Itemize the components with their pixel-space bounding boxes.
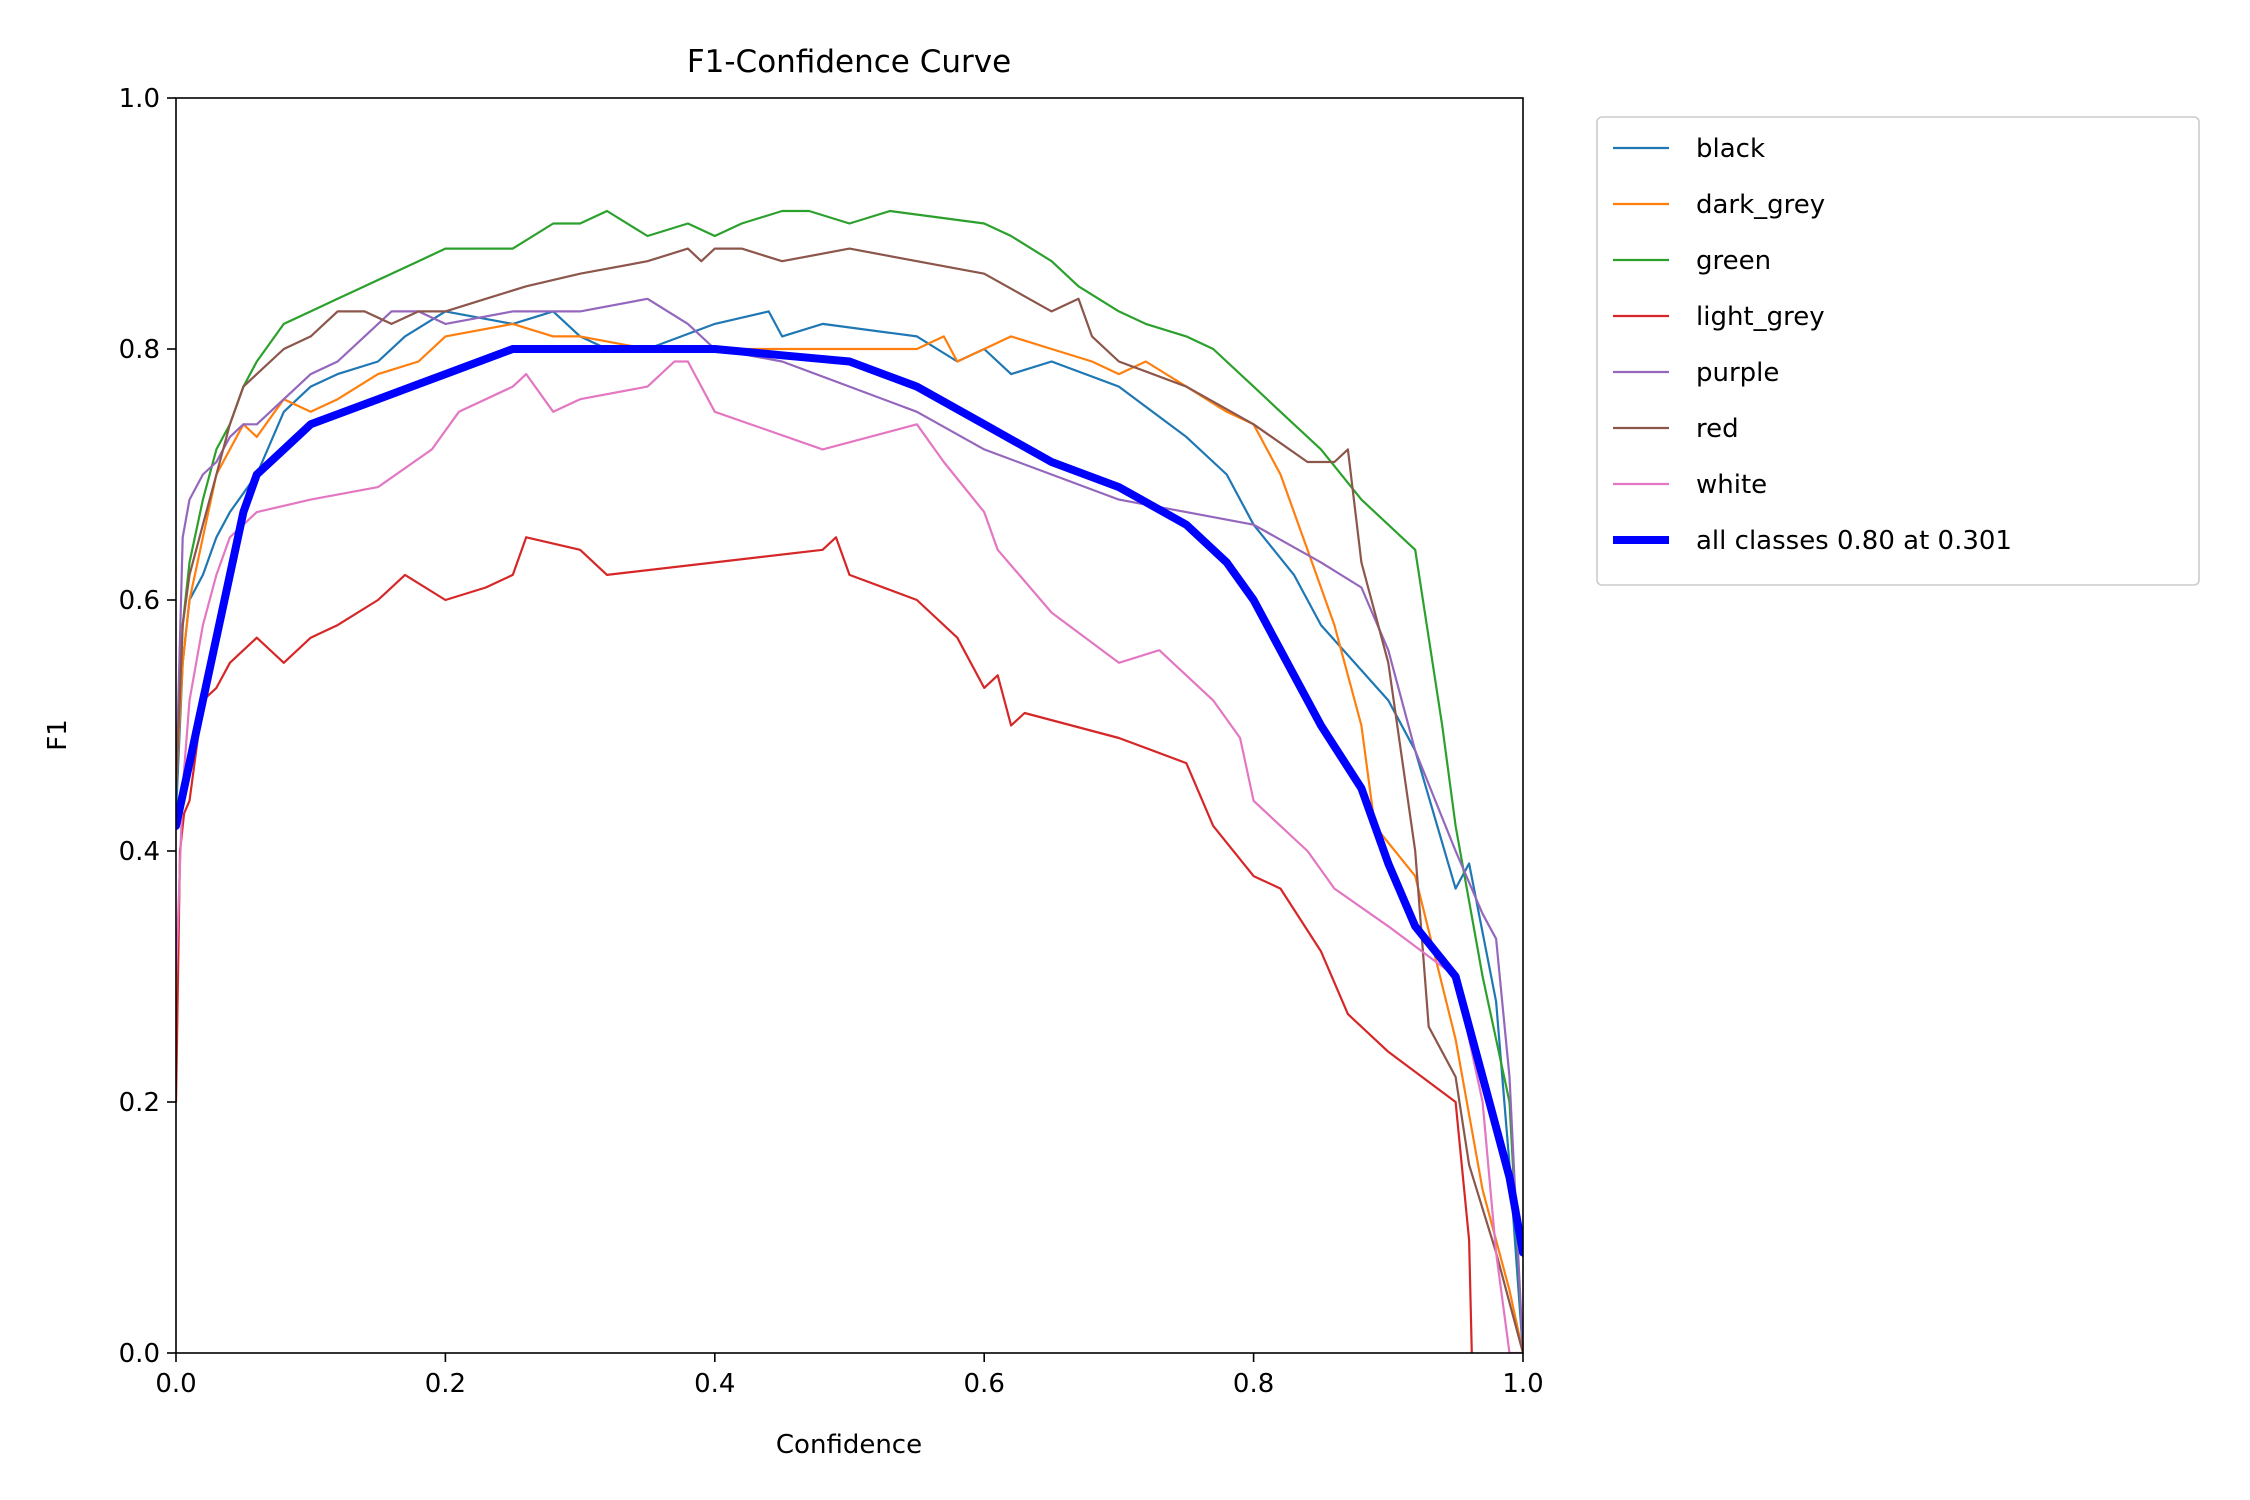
series-line-dark-grey: [176, 322, 1523, 1353]
x-tick-label: 1.0: [1502, 1369, 1543, 1399]
series-line-black: [176, 310, 1523, 1353]
y-axis-label: F1: [43, 719, 73, 751]
legend-label: purple: [1696, 358, 1779, 388]
x-tick-label: 0.6: [964, 1369, 1005, 1399]
x-axis-label: Confidence: [776, 1430, 922, 1460]
series-line-red: [176, 247, 1523, 1353]
legend-label: light_grey: [1696, 302, 1825, 332]
y-tick-label: 0.2: [119, 1088, 160, 1118]
x-tick-label: 0.0: [155, 1369, 196, 1399]
x-tick-label: 0.2: [425, 1369, 466, 1399]
legend-label: all classes 0.80 at 0.301: [1696, 526, 2012, 556]
y-tick-label: 0.8: [119, 335, 160, 365]
series-line-white: [176, 360, 1523, 1353]
series-line-light-grey: [176, 536, 1473, 1353]
axis-ticks: 0.0 0.2 0.4 0.6 0.8 1.0 0.0 0.2 0.4 0.6 0.8 1.0: [119, 84, 1544, 1399]
plot-series: [176, 209, 1523, 1353]
series-line-all: [176, 345, 1523, 1257]
y-tick-label: 0.4: [119, 837, 160, 867]
x-tick-label: 0.4: [694, 1369, 735, 1399]
plot-frame: [175, 97, 1524, 1354]
legend-label: red: [1696, 414, 1739, 444]
y-tick-label: 1.0: [119, 84, 160, 114]
x-tick-label: 0.8: [1233, 1369, 1274, 1399]
legend-label: white: [1696, 470, 1767, 500]
legend-box: [1596, 116, 2200, 586]
legend-label: dark_grey: [1696, 190, 1825, 220]
series-line-purple: [176, 297, 1523, 1353]
chart-title: F1-Confidence Curve: [687, 44, 1011, 80]
series-line-green: [176, 209, 1523, 1353]
legend-label: black: [1696, 134, 1765, 164]
legend-label: green: [1696, 246, 1771, 276]
y-tick-label: 0.0: [119, 1339, 160, 1369]
y-tick-label: 0.6: [119, 586, 160, 616]
